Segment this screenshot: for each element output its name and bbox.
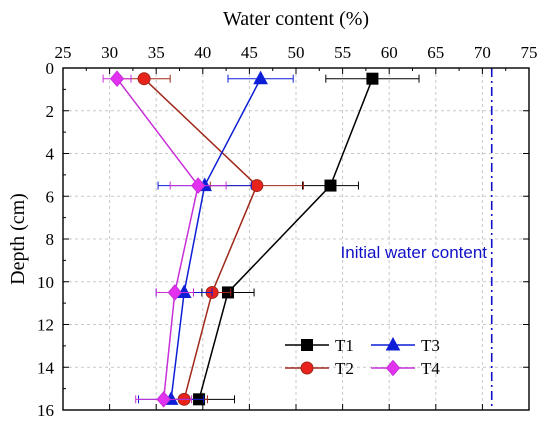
legend-item: T1 — [285, 336, 354, 355]
legend: T1 T2 T3 T4 — [285, 336, 440, 378]
y-tick-label: 0 — [46, 59, 55, 78]
x-tick-label: 30 — [101, 43, 118, 62]
x-tick-label: 55 — [334, 43, 351, 62]
reference-line-label: Initial water content — [341, 243, 488, 262]
series-line — [116, 78, 199, 400]
y-tick-label: 12 — [37, 316, 54, 335]
x-tick-label: 35 — [148, 43, 165, 62]
series-t4 — [102, 70, 227, 408]
y-tick-label: 16 — [37, 401, 54, 420]
series-line — [170, 78, 262, 400]
x-tick-label: 60 — [381, 43, 398, 62]
series-line — [143, 78, 258, 400]
x-tick-label: 65 — [427, 43, 444, 62]
axis-ticks: 25 30 35 40 45 50 55 60 65 70 75 0 2 4 6 8 10 12 14 16 — [37, 43, 538, 420]
x-tick-label: 25 — [55, 43, 72, 62]
legend-label: T3 — [421, 336, 440, 355]
data-point — [109, 70, 125, 87]
legend-label: T1 — [335, 336, 354, 355]
y-tick-label: 6 — [46, 187, 55, 206]
legend-item: T2 — [285, 359, 354, 378]
x-tick-label: 45 — [241, 43, 258, 62]
data-point — [366, 72, 379, 85]
y-tick-label: 10 — [37, 273, 54, 292]
x-axis-title: Water content (%) — [223, 8, 369, 30]
legend-item: T3 — [371, 336, 440, 355]
y-tick-label: 14 — [37, 358, 55, 377]
x-tick-label: 40 — [194, 43, 211, 62]
series-line — [198, 78, 374, 400]
data-point — [190, 177, 206, 194]
x-tick-label: 70 — [474, 43, 491, 62]
legend-item: T4 — [371, 359, 440, 378]
y-tick-label: 8 — [46, 230, 55, 249]
data-point — [250, 179, 264, 193]
y-tick-label: 2 — [46, 102, 55, 121]
legend-marker — [385, 359, 401, 377]
y-axis-title: Depth (cm) — [7, 193, 29, 285]
series-t3 — [137, 70, 294, 405]
data-point — [167, 284, 183, 301]
y-tick-label: 4 — [46, 145, 55, 164]
legend-marker — [301, 339, 313, 351]
legend-label: T4 — [421, 359, 440, 378]
data-point — [156, 391, 171, 408]
grid — [62, 67, 530, 411]
x-tick-label: 75 — [521, 43, 538, 62]
legend-marker — [385, 336, 401, 351]
x-tick-label: 50 — [288, 43, 305, 62]
series-layer — [102, 70, 420, 408]
data-point — [137, 72, 151, 86]
legend-label: T2 — [335, 359, 354, 378]
legend-marker — [300, 361, 314, 375]
data-point — [253, 70, 268, 85]
data-point — [324, 179, 337, 192]
